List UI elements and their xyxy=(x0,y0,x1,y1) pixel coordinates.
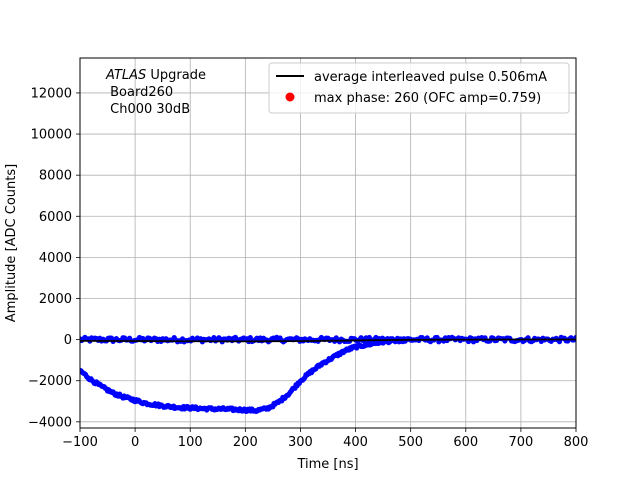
series-samples xyxy=(80,334,576,414)
x-tick-label: 400 xyxy=(343,435,368,450)
x-tick-label: 600 xyxy=(453,435,478,450)
y-tick-label: −4000 xyxy=(28,415,72,430)
y-tick-label: −2000 xyxy=(28,374,72,389)
legend-entry-average-pulse: average interleaved pulse 0.506mA xyxy=(314,70,547,85)
average-pulse-line xyxy=(80,338,576,343)
annotation-upgrade: Upgrade xyxy=(146,68,206,83)
annotation-line-1: ATLAS Upgrade xyxy=(105,68,206,83)
y-tick-label: 4000 xyxy=(39,251,72,266)
legend-box xyxy=(268,62,570,114)
y-ticks: −4000 −2000 0 2000 4000 6000 8000 10000 12000 xyxy=(28,86,80,430)
annotation-channel: Ch000 30dB xyxy=(106,102,190,117)
x-tick-label: 100 xyxy=(178,435,203,450)
legend-entry-max-phase: max phase: 260 (OFC amp=0.759) xyxy=(314,91,541,106)
annotation-board: Board260 xyxy=(106,85,173,100)
y-tick-label: 12000 xyxy=(31,86,72,101)
legend-marker-swatch xyxy=(285,92,295,102)
data-layer xyxy=(80,334,576,414)
x-tick-label: 800 xyxy=(564,435,589,450)
y-tick-label: 8000 xyxy=(39,169,72,184)
x-tick-label: 0 xyxy=(131,435,139,450)
y-tick-label: 2000 xyxy=(39,292,72,307)
x-tick-label: 300 xyxy=(288,435,313,450)
x-axis-label: Time [ns] xyxy=(296,457,358,472)
plot-frame xyxy=(79,57,577,429)
atlas-annotation: ATLAS Upgrade Board260 Ch000 30dB xyxy=(105,68,206,117)
x-tick-label: 200 xyxy=(233,435,258,450)
x-ticks: −100 0 100 200 300 400 500 600 700 800 xyxy=(62,428,588,450)
legend: average interleaved pulse 0.506mA max ph… xyxy=(268,62,570,114)
annotation-atlas: ATLAS xyxy=(105,68,146,83)
y-axis-label: Amplitude [ADC Counts] xyxy=(4,164,19,322)
plot-area xyxy=(80,334,576,414)
y-tick-label: 6000 xyxy=(39,210,72,225)
y-tick-label: 10000 xyxy=(31,128,72,143)
x-tick-label: 500 xyxy=(398,435,423,450)
x-tick-label: 700 xyxy=(508,435,533,450)
y-tick-label: 0 xyxy=(64,333,72,348)
x-tick-label: −100 xyxy=(62,435,98,450)
